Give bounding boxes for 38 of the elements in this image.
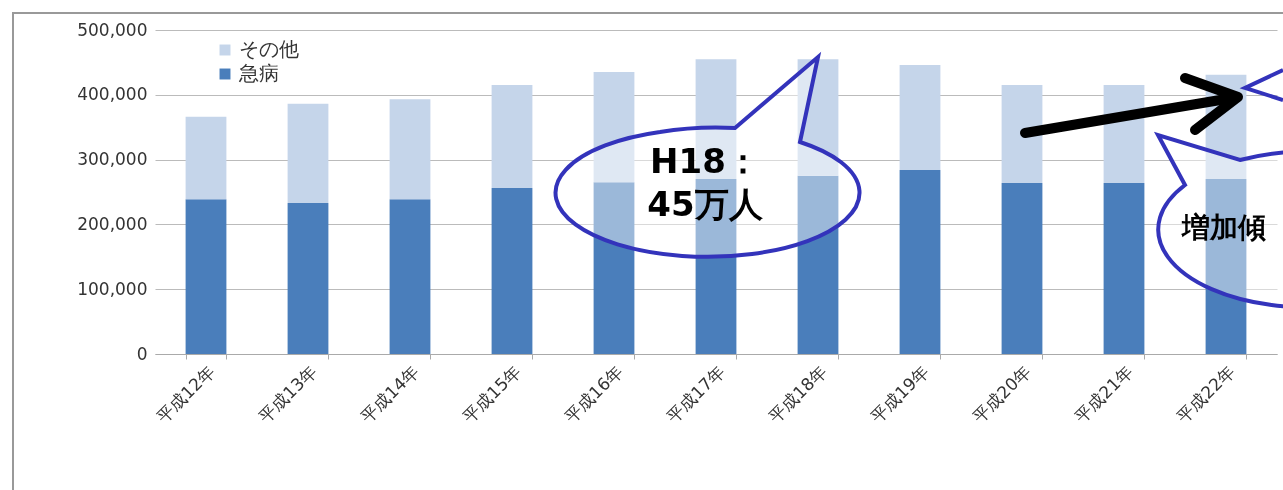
bar	[287, 203, 329, 354]
bar	[899, 169, 941, 354]
x-tick-label: 平成12年	[153, 361, 219, 427]
y-tick-label: 400,000	[77, 84, 148, 105]
bar	[1001, 182, 1043, 354]
bar	[287, 103, 329, 204]
bar	[491, 85, 533, 189]
y-tick-label: 100,000	[77, 278, 148, 299]
x-tick-label: 平成17年	[663, 361, 729, 427]
bar	[389, 99, 431, 200]
legend-label: その他	[239, 37, 299, 61]
bar	[1001, 85, 1043, 183]
x-tick-label: 平成14年	[357, 361, 423, 427]
x-tick-label: 平成21年	[1071, 361, 1137, 427]
bar	[593, 182, 635, 354]
bar	[389, 199, 431, 354]
x-tick-label: 平成20年	[969, 361, 1035, 427]
bar	[593, 72, 635, 183]
y-tick-label: 300,000	[77, 149, 148, 170]
legend-label: 急病	[238, 61, 279, 85]
x-tick-label: 平成22年	[1173, 361, 1239, 427]
y-tick-label: 0	[136, 343, 148, 364]
bar	[797, 59, 839, 176]
bar	[491, 188, 533, 354]
bar	[899, 64, 941, 170]
x-tick-label: 平成18年	[765, 361, 831, 427]
bar	[185, 199, 227, 354]
annotation: H18： 45万人	[646, 140, 764, 225]
annotation: 増加傾	[1180, 210, 1267, 245]
x-tick-label: 平成16年	[561, 361, 627, 427]
x-tick-label: 平成19年	[867, 361, 933, 427]
x-tick-label: 平成15年	[459, 361, 525, 427]
bar	[797, 175, 839, 354]
y-tick-label: 200,000	[77, 213, 148, 234]
bar	[1103, 182, 1145, 354]
bar	[185, 116, 227, 200]
x-tick-label: 平成13年	[255, 361, 321, 427]
y-tick-label: 500,000	[77, 19, 148, 40]
